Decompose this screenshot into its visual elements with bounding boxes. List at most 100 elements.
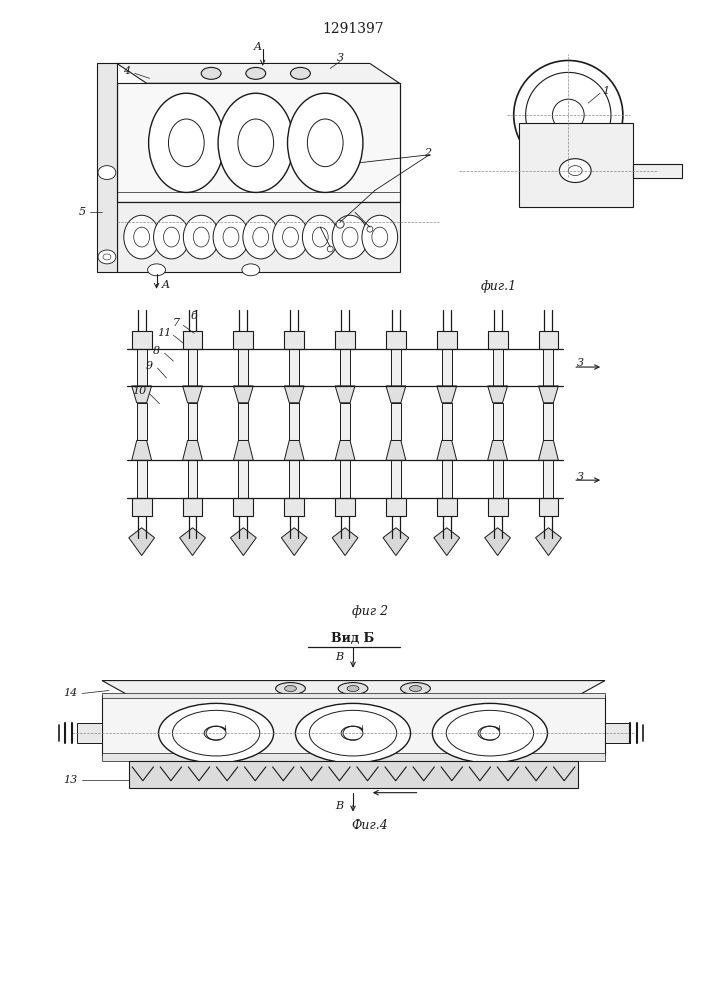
Bar bbox=[117, 83, 399, 202]
Ellipse shape bbox=[103, 254, 111, 260]
Text: 3: 3 bbox=[577, 472, 584, 482]
Text: A: A bbox=[161, 280, 170, 290]
Text: 9: 9 bbox=[146, 361, 153, 371]
Bar bbox=[77, 723, 102, 743]
Ellipse shape bbox=[153, 215, 189, 259]
Bar bbox=[238, 403, 248, 440]
Ellipse shape bbox=[480, 726, 500, 740]
Polygon shape bbox=[233, 440, 253, 460]
Bar bbox=[289, 349, 299, 386]
Bar bbox=[386, 498, 406, 516]
Bar bbox=[605, 723, 630, 743]
Bar bbox=[289, 460, 299, 498]
Bar bbox=[442, 460, 452, 498]
Bar bbox=[97, 63, 117, 272]
Polygon shape bbox=[488, 440, 508, 460]
Bar bbox=[391, 403, 401, 440]
Bar bbox=[182, 498, 202, 516]
Polygon shape bbox=[539, 440, 559, 460]
Ellipse shape bbox=[367, 226, 373, 232]
Bar bbox=[284, 331, 304, 349]
Text: фиг.1: фиг.1 bbox=[481, 280, 517, 293]
Ellipse shape bbox=[206, 726, 226, 740]
Polygon shape bbox=[383, 528, 409, 556]
Ellipse shape bbox=[372, 227, 387, 247]
Text: B: B bbox=[335, 652, 343, 662]
Bar bbox=[187, 403, 197, 440]
Bar bbox=[340, 403, 350, 440]
Polygon shape bbox=[332, 528, 358, 556]
Bar bbox=[102, 753, 605, 761]
Ellipse shape bbox=[308, 119, 343, 167]
Text: 14: 14 bbox=[63, 688, 77, 698]
Bar bbox=[132, 498, 151, 516]
Text: Вид Б: Вид Б bbox=[332, 632, 375, 645]
Bar bbox=[442, 349, 452, 386]
Ellipse shape bbox=[276, 683, 305, 694]
Bar bbox=[391, 460, 401, 498]
Ellipse shape bbox=[310, 710, 397, 756]
Polygon shape bbox=[437, 440, 457, 460]
Ellipse shape bbox=[291, 67, 310, 79]
Ellipse shape bbox=[201, 67, 221, 79]
Polygon shape bbox=[132, 440, 151, 460]
Bar bbox=[187, 349, 197, 386]
Bar bbox=[493, 460, 503, 498]
Bar bbox=[437, 331, 457, 349]
Ellipse shape bbox=[223, 227, 239, 247]
Text: 3: 3 bbox=[577, 358, 584, 368]
Bar bbox=[488, 498, 508, 516]
Ellipse shape bbox=[283, 227, 298, 247]
Ellipse shape bbox=[218, 93, 293, 192]
Bar bbox=[284, 498, 304, 516]
Bar bbox=[335, 498, 355, 516]
Text: б: б bbox=[191, 311, 198, 321]
Bar bbox=[488, 331, 508, 349]
Polygon shape bbox=[488, 386, 508, 403]
Text: 1291397: 1291397 bbox=[322, 22, 384, 36]
Ellipse shape bbox=[246, 67, 266, 79]
Ellipse shape bbox=[148, 264, 165, 276]
Bar bbox=[544, 403, 554, 440]
Ellipse shape bbox=[433, 703, 547, 763]
Polygon shape bbox=[539, 386, 559, 403]
Text: 5: 5 bbox=[78, 207, 86, 217]
Bar bbox=[102, 693, 605, 698]
Polygon shape bbox=[284, 386, 304, 403]
Ellipse shape bbox=[332, 215, 368, 259]
Ellipse shape bbox=[342, 227, 358, 247]
Polygon shape bbox=[437, 386, 457, 403]
Ellipse shape bbox=[525, 72, 611, 158]
Polygon shape bbox=[230, 528, 256, 556]
Bar bbox=[544, 349, 554, 386]
Bar bbox=[335, 331, 355, 349]
Polygon shape bbox=[434, 528, 460, 556]
Ellipse shape bbox=[183, 215, 219, 259]
Bar bbox=[129, 761, 578, 788]
Text: 10: 10 bbox=[133, 386, 147, 396]
Bar bbox=[187, 460, 197, 498]
Ellipse shape bbox=[173, 710, 259, 756]
Ellipse shape bbox=[134, 227, 150, 247]
Polygon shape bbox=[386, 440, 406, 460]
Ellipse shape bbox=[552, 99, 584, 131]
Ellipse shape bbox=[168, 119, 204, 167]
Polygon shape bbox=[335, 440, 355, 460]
Polygon shape bbox=[284, 440, 304, 460]
Ellipse shape bbox=[401, 683, 431, 694]
Ellipse shape bbox=[288, 93, 363, 192]
Text: 4: 4 bbox=[123, 66, 130, 76]
Ellipse shape bbox=[273, 215, 308, 259]
Text: A: A bbox=[254, 42, 262, 52]
Ellipse shape bbox=[158, 703, 274, 763]
Polygon shape bbox=[129, 528, 155, 556]
Bar bbox=[289, 403, 299, 440]
Text: 13: 13 bbox=[63, 775, 77, 785]
Bar bbox=[132, 331, 151, 349]
Bar bbox=[136, 403, 146, 440]
Ellipse shape bbox=[163, 227, 180, 247]
Bar bbox=[493, 349, 503, 386]
Text: B: B bbox=[335, 801, 343, 811]
Ellipse shape bbox=[336, 220, 344, 228]
Ellipse shape bbox=[238, 119, 274, 167]
